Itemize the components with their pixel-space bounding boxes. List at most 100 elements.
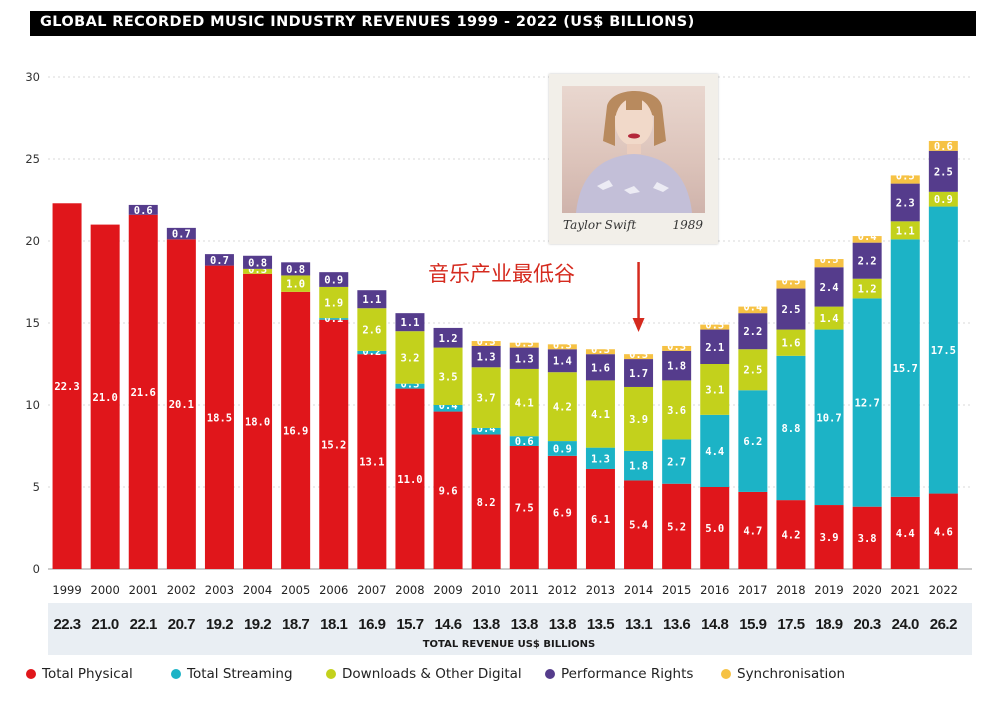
totals-band — [48, 603, 972, 655]
total-value: 20.3 — [854, 616, 881, 633]
data-label-downloads: 1.1 — [896, 225, 915, 237]
bar-performance-2007 — [357, 290, 387, 309]
data-label-downloads: 2.6 — [362, 325, 381, 337]
bar-performance-2009 — [433, 327, 463, 348]
x-tick-label: 2009 — [433, 583, 462, 597]
data-label-sync: 0.5 — [781, 275, 800, 287]
bar-downloads-2016 — [700, 364, 730, 415]
data-label-physical: 8.2 — [477, 497, 496, 509]
bar-streaming-2017 — [738, 390, 768, 492]
bar-streaming-2019 — [814, 329, 844, 506]
total-value: 20.7 — [168, 616, 195, 633]
data-label-physical: 4.2 — [781, 530, 800, 542]
legend-label: Performance Rights — [561, 666, 694, 682]
bar-downloads-2014 — [624, 386, 654, 451]
bar-performance-2001 — [128, 204, 158, 215]
bar-sync-2020 — [852, 236, 882, 243]
total-value: 19.2 — [244, 616, 271, 633]
bar-sync-2017 — [738, 306, 768, 314]
bar-physical-2012 — [547, 455, 577, 569]
legend: Total Physical Total Streaming Downloads &… — [26, 666, 966, 688]
data-label-downloads: 2.5 — [743, 365, 762, 377]
data-label-physical: 21.0 — [93, 392, 118, 404]
bar-downloads-2015 — [662, 380, 692, 440]
bar-performance-2018 — [776, 288, 806, 330]
data-label-downloads: 1.6 — [781, 338, 800, 350]
legend-label: Total Physical — [42, 666, 133, 682]
legend-label: Downloads & Other Digital — [342, 666, 522, 682]
data-label-performance: 1.1 — [400, 317, 419, 329]
bar-physical-2021 — [890, 496, 920, 569]
x-tick-label: 2017 — [738, 583, 767, 597]
total-value: 22.1 — [130, 616, 157, 633]
album-title: 1989 — [672, 218, 703, 232]
total-value: 13.8 — [549, 616, 576, 633]
album-caption: Taylor Swift 1989 — [561, 214, 707, 238]
bar-downloads-2007 — [357, 308, 387, 351]
bar-sync-2012 — [547, 344, 577, 350]
data-label-physical: 6.1 — [591, 514, 610, 526]
bar-streaming-2006 — [319, 318, 349, 320]
data-label-physical: 11.0 — [397, 474, 422, 486]
data-label-performance: 0.8 — [248, 257, 267, 269]
bar-downloads-2019 — [814, 306, 844, 330]
bar-streaming-2016 — [700, 414, 730, 487]
bar-sync-2014 — [624, 354, 654, 360]
x-tick-label: 2012 — [548, 583, 577, 597]
data-label-downloads: 3.7 — [477, 393, 496, 405]
legend-item-performance: Performance Rights — [545, 666, 693, 682]
data-label-performance: 1.7 — [629, 368, 648, 380]
total-value: 14.8 — [701, 616, 728, 633]
bar-performance-2013 — [585, 354, 615, 381]
data-label-sync: 0.4 — [858, 231, 877, 243]
bar-physical-2014 — [624, 480, 654, 569]
total-value: 17.5 — [777, 616, 804, 633]
total-value: 13.8 — [473, 616, 500, 633]
bar-performance-2020 — [852, 242, 882, 279]
y-tick-label: 15 — [25, 316, 40, 330]
data-label-streaming: 15.7 — [893, 363, 918, 375]
total-value: 18.7 — [282, 616, 309, 633]
total-value: 21.0 — [92, 616, 119, 633]
data-label-downloads: 4.1 — [515, 398, 534, 410]
bar-downloads-2004 — [243, 268, 273, 274]
legend-item-sync: Synchronisation — [721, 666, 845, 682]
legend-item-physical: Total Physical — [26, 666, 133, 682]
x-tick-label: 2002 — [167, 583, 196, 597]
data-label-downloads: 3.9 — [629, 414, 648, 426]
data-label-physical: 9.6 — [439, 485, 458, 497]
bar-performance-2011 — [509, 347, 539, 369]
bar-streaming-2020 — [852, 298, 882, 507]
data-label-physical: 7.5 — [515, 503, 534, 515]
bar-physical-1999 — [52, 203, 82, 569]
data-label-sync: 0.3 — [591, 344, 610, 356]
data-label-performance: 2.5 — [934, 166, 953, 178]
data-label-sync: 0.6 — [934, 141, 953, 153]
bar-performance-2002 — [166, 227, 196, 240]
data-label-physical: 4.4 — [896, 528, 915, 540]
data-label-performance: 2.4 — [820, 282, 839, 294]
total-value: 13.5 — [587, 616, 614, 633]
data-label-downloads: 3.1 — [705, 384, 724, 396]
bar-sync-2022 — [928, 140, 958, 151]
bar-performance-2003 — [204, 254, 234, 266]
data-label-streaming: 1.3 — [591, 453, 610, 465]
x-tick-label: 2010 — [472, 583, 501, 597]
legend-swatch — [171, 669, 181, 679]
bar-physical-2002 — [166, 239, 196, 570]
bar-physical-2000 — [90, 224, 120, 569]
x-tick-label: 2021 — [891, 583, 920, 597]
total-value: 14.6 — [434, 616, 461, 633]
y-tick-label: 5 — [33, 480, 40, 494]
bar-downloads-2011 — [509, 368, 539, 437]
lowest-point-annotation: 音乐产业最低谷 — [428, 262, 575, 286]
album-portrait-illustration — [576, 91, 692, 213]
data-label-physical: 16.9 — [283, 425, 308, 437]
bar-streaming-2018 — [776, 355, 806, 501]
x-tick-label: 2000 — [91, 583, 120, 597]
x-tick-label: 2008 — [395, 583, 424, 597]
data-label-physical: 13.1 — [359, 457, 384, 469]
y-tick-label: 10 — [25, 398, 40, 412]
data-label-performance: 1.6 — [591, 362, 610, 374]
data-label-physical: 15.2 — [321, 439, 346, 451]
